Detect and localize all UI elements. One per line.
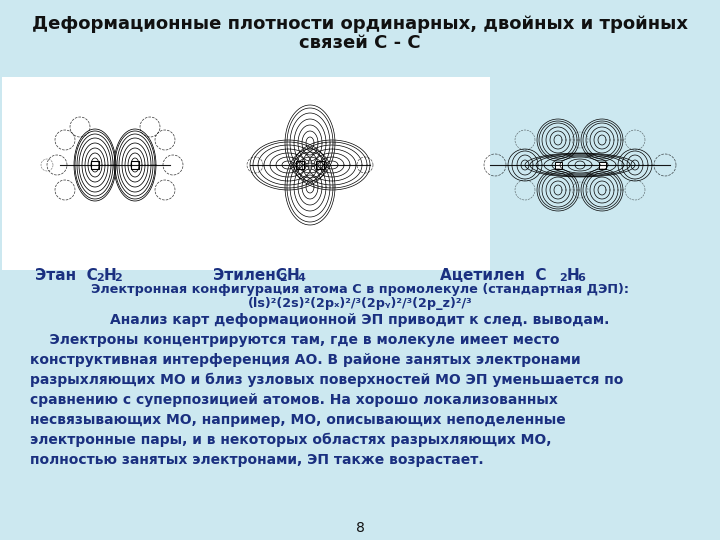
Text: ЭтиленC: ЭтиленC <box>213 267 287 282</box>
Polygon shape <box>316 161 324 169</box>
Text: несвязывающих МО, например, МО, описывающих неподеленные: несвязывающих МО, например, МО, описываю… <box>30 413 566 427</box>
Text: Ацетилен  C: Ацетилен C <box>440 267 546 282</box>
Text: конструктивная интерференция АО. В районе занятых электронами: конструктивная интерференция АО. В район… <box>30 353 580 367</box>
Text: 8: 8 <box>356 521 364 535</box>
Text: H: H <box>287 267 300 282</box>
Text: 2: 2 <box>279 273 287 283</box>
Text: Анализ карт деформационной ЭП приводит к след. выводам.: Анализ карт деформационной ЭП приводит к… <box>110 313 610 327</box>
Text: сравнению с суперпозицией атомов. На хорошо локализованных: сравнению с суперпозицией атомов. На хор… <box>30 393 558 407</box>
Text: Электронная конфигурация атома C в промолекуле (стандартная ДЭП):: Электронная конфигурация атома C в промо… <box>91 284 629 296</box>
Text: 2: 2 <box>559 273 567 283</box>
Text: 2: 2 <box>114 273 122 283</box>
Polygon shape <box>91 161 99 169</box>
Text: связей С - С: связей С - С <box>300 34 420 52</box>
Text: (ls)²(2s)²(2pₓ)²/³(2pᵧ)²/³(2p_z)²/³: (ls)²(2s)²(2pₓ)²/³(2pᵧ)²/³(2p_z)²/³ <box>248 298 472 310</box>
Text: разрыхляющих МО и близ узловых поверхностей МО ЭП уменьшается по: разрыхляющих МО и близ узловых поверхнос… <box>30 373 624 387</box>
Text: 4: 4 <box>297 273 305 283</box>
FancyBboxPatch shape <box>2 77 490 270</box>
Text: Деформационные плотности ординарных, двойных и тройных: Деформационные плотности ординарных, дво… <box>32 15 688 33</box>
Polygon shape <box>598 161 606 168</box>
Text: H: H <box>104 267 117 282</box>
Text: 2: 2 <box>96 273 104 283</box>
Text: электронные пары, и в некоторых областях разрыхляющих МО,: электронные пары, и в некоторых областях… <box>30 433 552 447</box>
Polygon shape <box>296 161 304 169</box>
Text: Этан  C: Этан C <box>35 267 98 282</box>
Text: Электроны концентрируются там, где в молекуле имеет место: Электроны концентрируются там, где в мол… <box>30 333 559 347</box>
Polygon shape <box>554 161 562 168</box>
Text: полностью занятых электронами, ЭП также возрастает.: полностью занятых электронами, ЭП также … <box>30 453 484 467</box>
Polygon shape <box>131 161 139 169</box>
Text: 6: 6 <box>577 273 585 283</box>
Text: H: H <box>567 267 580 282</box>
